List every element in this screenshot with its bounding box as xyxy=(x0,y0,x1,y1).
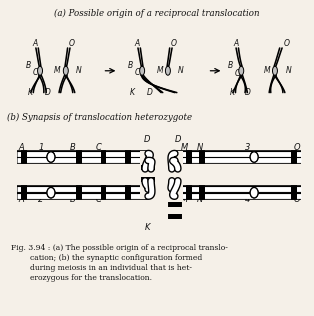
Text: C: C xyxy=(32,68,38,77)
Text: O: O xyxy=(284,39,290,48)
Text: Fig. 3.94 : (a) The possible origin of a reciprocal translo-: Fig. 3.94 : (a) The possible origin of a… xyxy=(11,244,228,252)
Ellipse shape xyxy=(140,66,145,75)
Text: C: C xyxy=(95,143,101,152)
Text: N: N xyxy=(76,66,81,75)
Ellipse shape xyxy=(38,66,42,75)
Ellipse shape xyxy=(63,66,68,75)
Text: K: K xyxy=(130,88,135,97)
Text: (b) Synapsis of translocation heterozygote: (b) Synapsis of translocation heterozygo… xyxy=(7,112,192,122)
Text: M: M xyxy=(181,143,188,152)
Text: cation; (b) the synaptic configuration formed: cation; (b) the synaptic configuration f… xyxy=(11,254,203,262)
Text: B: B xyxy=(70,195,76,204)
Text: A: A xyxy=(135,39,140,48)
Text: D: D xyxy=(144,135,150,144)
Text: (a) Possible origin of a reciprocal translocation: (a) Possible origin of a reciprocal tran… xyxy=(54,9,260,18)
Text: K: K xyxy=(175,223,181,232)
Text: N: N xyxy=(197,143,203,152)
Ellipse shape xyxy=(47,187,55,198)
Text: C: C xyxy=(235,69,240,78)
Text: D: D xyxy=(245,88,251,97)
Text: A: A xyxy=(234,39,239,48)
Text: M: M xyxy=(156,66,163,75)
Text: 4: 4 xyxy=(245,195,250,204)
Text: A: A xyxy=(18,143,24,152)
Text: A: A xyxy=(32,39,38,48)
Ellipse shape xyxy=(273,66,278,75)
Text: N: N xyxy=(178,66,184,75)
Text: B: B xyxy=(228,61,233,70)
Text: K: K xyxy=(144,223,150,232)
Text: B: B xyxy=(127,61,133,70)
Text: during meiosis in an individual that is het-: during meiosis in an individual that is … xyxy=(11,264,192,272)
Text: M: M xyxy=(54,66,61,75)
Text: C: C xyxy=(134,68,140,77)
Ellipse shape xyxy=(47,187,55,198)
Text: K: K xyxy=(230,88,235,97)
Text: B: B xyxy=(70,143,76,152)
Text: O: O xyxy=(294,195,300,204)
Text: O: O xyxy=(294,143,300,152)
Text: K: K xyxy=(28,88,33,97)
Ellipse shape xyxy=(239,66,244,75)
Text: D: D xyxy=(45,88,51,97)
Ellipse shape xyxy=(250,152,258,162)
Text: O: O xyxy=(171,39,177,48)
Ellipse shape xyxy=(47,152,55,162)
Text: 2: 2 xyxy=(38,195,44,204)
Text: A: A xyxy=(18,195,24,204)
Text: erozygous for the translocation.: erozygous for the translocation. xyxy=(11,274,152,282)
Ellipse shape xyxy=(250,152,258,162)
Ellipse shape xyxy=(250,187,258,198)
Ellipse shape xyxy=(250,187,258,198)
Bar xyxy=(166,151,183,231)
Text: N: N xyxy=(197,195,203,204)
Text: M: M xyxy=(263,66,270,75)
Ellipse shape xyxy=(47,152,55,162)
Text: D: D xyxy=(175,135,181,144)
Text: D: D xyxy=(147,88,153,97)
Text: M: M xyxy=(181,195,188,204)
Text: 3: 3 xyxy=(245,143,250,152)
Text: 1: 1 xyxy=(38,143,44,152)
Text: O: O xyxy=(69,39,75,48)
Ellipse shape xyxy=(165,66,171,75)
Bar xyxy=(140,151,156,199)
Text: C: C xyxy=(95,195,101,204)
Text: N: N xyxy=(286,66,292,75)
Text: B: B xyxy=(25,61,31,70)
